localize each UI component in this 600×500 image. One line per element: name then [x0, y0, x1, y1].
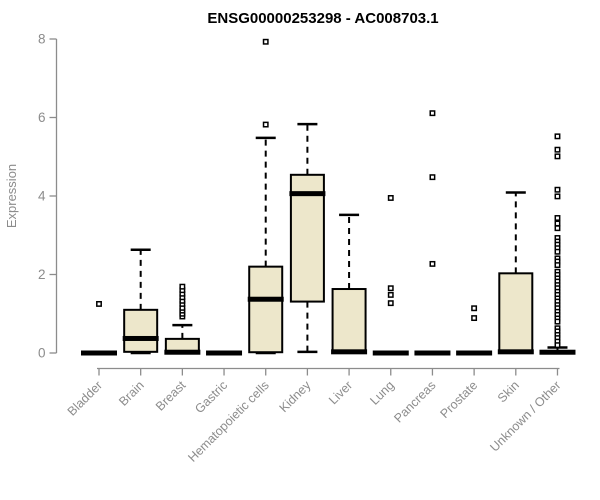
outlier-point — [554, 186, 561, 193]
median-line — [497, 349, 534, 355]
x-tick-label-kidney: Kidney — [277, 378, 314, 415]
x-tick-label-hematopoietic-cells: Hematopoietic cells — [185, 378, 272, 465]
outlier-point — [554, 133, 561, 140]
median-line — [372, 350, 409, 356]
y-tick-label: 2 — [38, 267, 46, 282]
outlier-point — [179, 283, 186, 290]
iqr-box — [123, 308, 159, 353]
outlier-point — [387, 300, 394, 307]
outlier-point — [554, 215, 561, 221]
median-line — [81, 350, 117, 356]
box-group-breast — [164, 283, 201, 355]
x-tick-label-unknown-other: Unknown / Other — [487, 378, 563, 454]
median-line — [247, 296, 284, 302]
outlier-point — [387, 195, 394, 201]
chart-title: ENSG00000253298 - AC008703.1 — [207, 10, 438, 27]
x-tick-label-brain: Brain — [116, 378, 147, 409]
outlier-point — [554, 342, 561, 349]
median-line — [414, 350, 451, 356]
outlier-point — [554, 153, 561, 160]
box-group-liver — [331, 213, 368, 355]
box-group-hematopoietic-cells — [247, 38, 284, 355]
median-line — [164, 349, 201, 355]
x-tick-label-bladder: Bladder — [65, 378, 105, 418]
x-tick-label-breast: Breast — [153, 378, 189, 414]
outlier-point — [554, 225, 561, 232]
box-group-skin — [497, 191, 534, 355]
box-group-brain — [122, 248, 159, 355]
y-tick-label: 4 — [38, 189, 46, 204]
outlier-point — [554, 220, 561, 227]
outlier-point — [429, 260, 436, 267]
outlier-point — [554, 146, 561, 153]
x-tick-label-pancreas: Pancreas — [391, 378, 438, 425]
outlier-point — [554, 248, 561, 255]
iqr-box — [498, 272, 534, 355]
median-line — [456, 350, 493, 356]
iqr-box — [248, 265, 284, 354]
outlier-point — [387, 285, 394, 292]
outlier-point — [554, 193, 561, 200]
x-tick-label-lung: Lung — [367, 378, 397, 408]
outlier-point — [554, 262, 561, 269]
x-tick-label-gastric: Gastric — [192, 378, 230, 416]
x-tick-label-liver: Liver — [326, 378, 355, 407]
box-group-pancreas — [414, 110, 451, 356]
box-group-bladder — [81, 300, 117, 356]
box-group-kidney — [289, 122, 326, 354]
x-tick-label-prostate: Prostate — [437, 378, 480, 421]
box-group-gastric — [206, 350, 243, 356]
outlier-point — [96, 300, 102, 307]
outlier-point — [471, 315, 478, 322]
box-group-prostate — [456, 305, 493, 356]
median-line — [539, 349, 576, 355]
outlier-point — [429, 110, 436, 117]
outlier-point — [471, 305, 478, 312]
median-line — [206, 350, 243, 356]
x-tick-label-skin: Skin — [495, 378, 522, 405]
y-axis-label: Expression — [4, 164, 19, 228]
y-tick-label: 0 — [38, 346, 46, 361]
median-line — [331, 349, 368, 355]
outlier-point — [429, 174, 436, 181]
outlier-point — [262, 38, 269, 45]
box-group-unknown-other — [539, 133, 576, 355]
boxes — [81, 38, 576, 356]
outlier-point — [387, 291, 394, 298]
outlier-point — [262, 121, 269, 128]
outlier-point — [554, 318, 561, 325]
box-group-lung — [372, 195, 409, 356]
iqr-box — [331, 288, 367, 354]
median-line — [289, 191, 326, 197]
y-tick-label: 6 — [38, 110, 46, 125]
median-line — [122, 335, 159, 341]
y-tick-label: 8 — [38, 32, 46, 47]
